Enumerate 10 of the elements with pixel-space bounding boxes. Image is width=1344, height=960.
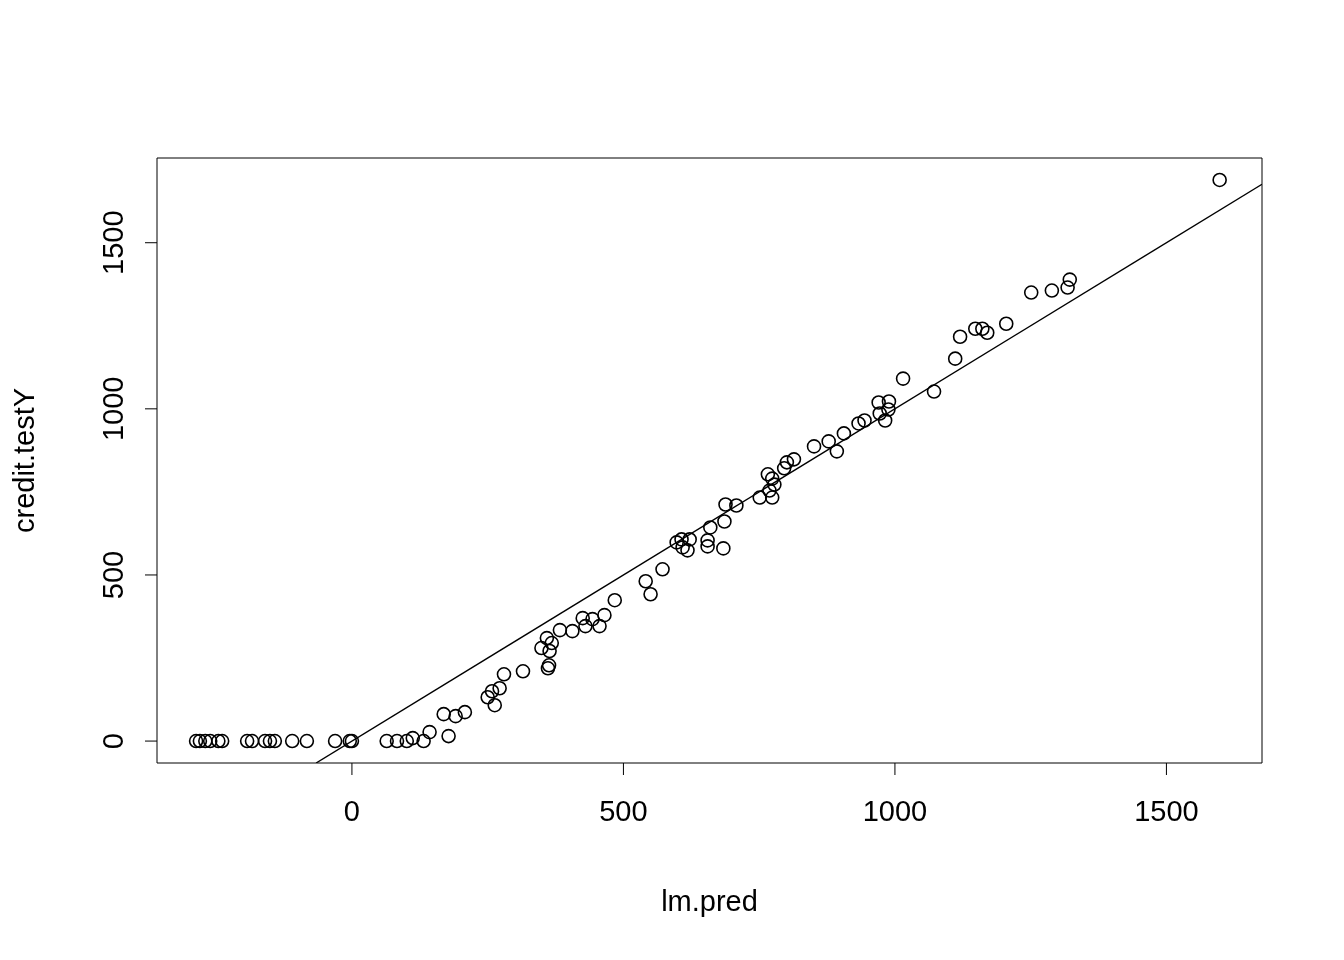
- x-tick-label: 0: [343, 795, 361, 827]
- y-axis-title: credit.testY: [8, 387, 41, 534]
- x-tick-label: 1000: [862, 795, 928, 827]
- y-tick-label: 500: [96, 550, 129, 600]
- y-tick-label: 1500: [96, 210, 129, 275]
- y-tick-label: 0: [96, 733, 129, 750]
- x-tick-label: 1500: [1134, 795, 1199, 827]
- y-tick-label: 1000: [96, 376, 129, 442]
- x-tick-label: 500: [599, 795, 648, 827]
- x-axis-title: lm.pred: [661, 885, 758, 917]
